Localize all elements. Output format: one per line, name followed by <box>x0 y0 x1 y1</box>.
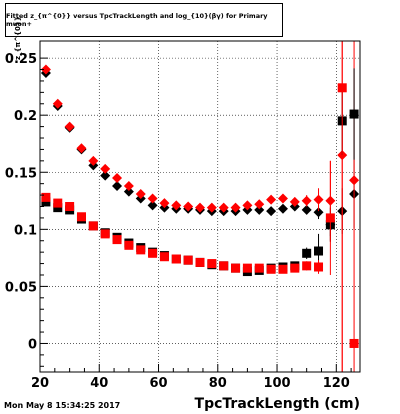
chart-title-text: Fitted z_{π^{0}} versus TpcTrackLength a… <box>6 12 268 28</box>
data-point-diamond <box>112 172 123 183</box>
x-tick-label: 20 <box>31 376 49 391</box>
data-point-square <box>53 203 63 213</box>
data-point-diamond <box>230 202 241 213</box>
data-point-square <box>290 263 300 273</box>
data-point-square <box>100 229 110 239</box>
data-point-square <box>148 248 158 258</box>
data-point-diamond <box>313 194 324 205</box>
ticks-layer: 20 40 60 80 100 120 0 0.05 0.1 0.15 0.2 0.25 <box>5 52 352 391</box>
data-point-diamond <box>277 193 288 204</box>
data-point-diamond <box>183 201 194 212</box>
y-tick-label: 0.1 <box>14 223 37 238</box>
data-point-diamond <box>242 200 253 211</box>
data-point-square <box>159 252 169 262</box>
data-point-diamond <box>277 203 288 214</box>
data-point-square <box>41 197 51 207</box>
data-point-square <box>254 263 264 273</box>
data-point-diamond <box>40 64 51 75</box>
data-point-diamond <box>206 202 217 213</box>
data-point-square <box>53 198 63 208</box>
data-point-square <box>242 263 252 273</box>
data-point-square <box>349 109 359 119</box>
data-point-diamond <box>147 193 158 204</box>
data-point-diamond <box>112 180 123 191</box>
data-point-diamond <box>254 199 265 210</box>
data-point-square <box>136 245 146 255</box>
x-tick-label: 60 <box>149 376 167 391</box>
data-point-square <box>88 221 98 231</box>
data-point-diamond <box>289 196 300 207</box>
data-point-square <box>41 192 51 202</box>
y-tick-label: 0 <box>28 337 37 352</box>
data-point-square <box>195 257 205 267</box>
data-point-square <box>207 259 217 269</box>
data-point-diamond <box>301 204 312 215</box>
data-point-square <box>314 246 324 256</box>
data-point-diamond <box>349 175 360 186</box>
x-tick-label: 40 <box>90 376 108 391</box>
data-point-square <box>266 264 276 274</box>
data-point-square <box>171 254 181 264</box>
data-point-diamond <box>64 121 75 132</box>
data-point-diamond <box>159 198 170 209</box>
grid-layer <box>39 41 360 372</box>
data-point-diamond <box>100 170 111 181</box>
y-tick-label: 0.15 <box>5 166 37 181</box>
data-point-square <box>112 235 122 245</box>
data-point-square <box>302 261 312 271</box>
data-point-diamond <box>88 155 99 166</box>
footer-timestamp: Mon May 8 15:34:25 2017 <box>4 401 121 410</box>
data-point-square <box>219 261 229 271</box>
data-point-square <box>337 83 347 93</box>
data-point-diamond <box>195 202 205 213</box>
x-tick-label: 100 <box>263 376 290 391</box>
data-point-square <box>65 202 75 211</box>
data-point-square <box>314 262 324 272</box>
data-point-diamond <box>76 143 87 154</box>
data-point-square <box>349 338 359 348</box>
data-point-diamond <box>100 163 111 174</box>
x-axis-title: TpcTrackLength (cm) <box>194 396 360 412</box>
data-point-diamond <box>266 194 277 205</box>
data-point-square <box>183 255 193 265</box>
y-tick-label: 0.25 <box>5 52 37 67</box>
y-tick-label: 0.2 <box>14 109 37 124</box>
marks-layer <box>40 41 360 372</box>
data-point-square <box>124 240 134 250</box>
data-point-square <box>325 213 335 223</box>
data-point-diamond <box>218 202 229 213</box>
y-tick-label: 0.05 <box>5 280 37 295</box>
data-point-diamond <box>135 188 146 199</box>
data-point-diamond <box>52 98 63 109</box>
x-tick-label: 120 <box>323 376 350 391</box>
x-tick-label: 80 <box>209 376 227 391</box>
chart-title: Fitted z_{π^{0}} versus TpcTrackLength a… <box>5 3 283 37</box>
data-point-diamond <box>147 200 158 211</box>
data-point-diamond <box>123 180 134 191</box>
data-point-square <box>231 263 241 273</box>
y-axis-title: z_{π^{0}} <box>14 16 22 60</box>
data-point-diamond <box>301 195 312 206</box>
data-point-square <box>302 248 312 258</box>
data-point-diamond <box>313 207 324 218</box>
data-point-square <box>76 212 86 222</box>
data-point-diamond <box>254 204 265 215</box>
data-point-diamond <box>266 206 277 217</box>
data-point-diamond <box>171 200 182 211</box>
data-point-square <box>278 264 288 274</box>
data-point-diamond <box>123 186 134 197</box>
